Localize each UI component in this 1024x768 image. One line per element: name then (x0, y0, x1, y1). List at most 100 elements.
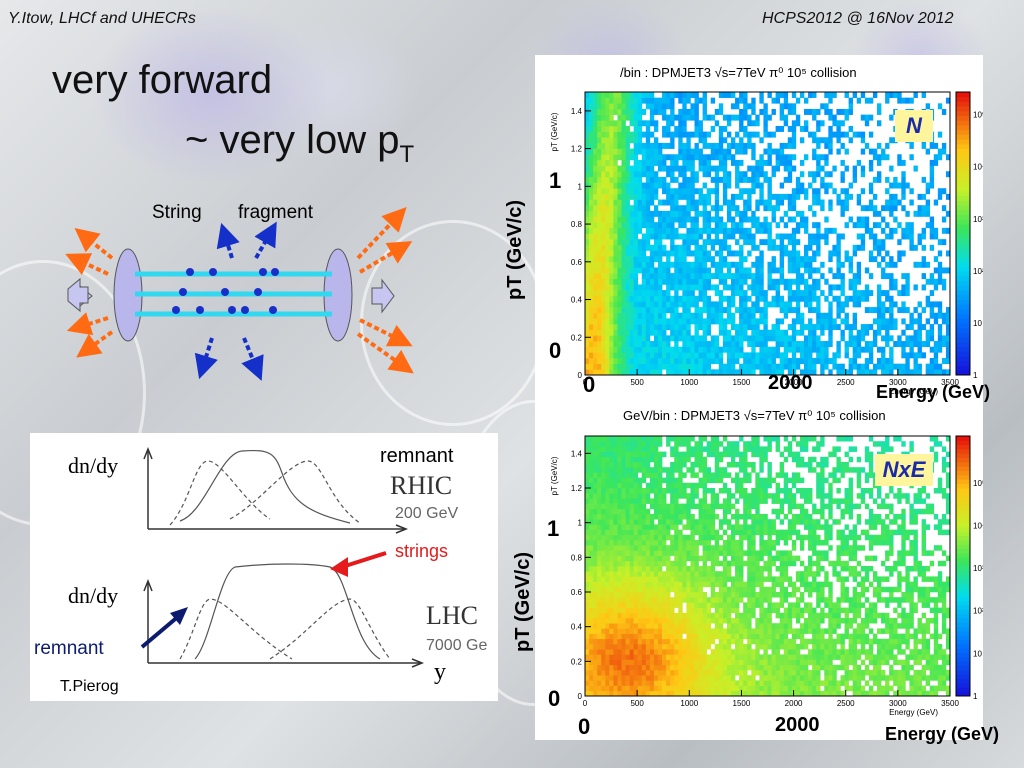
heatmap-cell (641, 284, 647, 291)
heatmap-cell (597, 165, 602, 172)
heatmap-cell (836, 307, 841, 314)
heatmap-cell (649, 188, 655, 195)
heatmap-cell (674, 341, 679, 347)
heatmap-cell (601, 592, 606, 598)
heatmap-cell (609, 131, 614, 138)
heatmap-cell (601, 545, 606, 551)
heatmap-cell (743, 503, 748, 510)
heatmap-cell (674, 301, 679, 308)
heatmap-cell (662, 210, 667, 217)
heatmap-cell (605, 346, 610, 353)
heatmap-cell (767, 278, 772, 285)
heatmap-cell (937, 278, 943, 285)
heatmap-cell (848, 103, 853, 110)
colorbar-step (956, 252, 970, 258)
heatmap-cell (662, 131, 667, 138)
heatmap-cell (722, 335, 728, 342)
heatmap-cell (735, 586, 740, 593)
heatmap-cell (658, 529, 663, 536)
heatmap-cell (625, 633, 630, 640)
heatmap-cell (585, 142, 590, 149)
heatmap-cell (686, 649, 691, 655)
heatmap-cell (718, 664, 724, 671)
colorbar-step (956, 110, 970, 116)
heatmap-cell (686, 301, 691, 308)
heatmap-cell (941, 318, 947, 325)
heatmap-cell (775, 267, 780, 274)
heatmap-cell (804, 284, 809, 291)
heatmap-cell (767, 301, 772, 308)
heatmap-cell (621, 108, 626, 115)
heatmap-cell (629, 233, 634, 240)
heatmap-cell (593, 503, 598, 510)
heatmap-cell (589, 633, 594, 640)
heatmap-cell (783, 284, 789, 291)
heatmap-cell (808, 267, 813, 274)
heatmap-cell (649, 436, 655, 442)
heatmap-cell (585, 324, 590, 331)
heatmap-cell (613, 363, 618, 370)
heatmap-cell (848, 341, 853, 347)
heatmap-cell (856, 159, 862, 166)
heatmap-cell (621, 154, 626, 161)
heatmap-cell (901, 318, 906, 325)
heatmap-cell (649, 182, 655, 189)
heatmap-cell (690, 233, 695, 240)
heatmap-cell (621, 137, 626, 144)
x-tick-label: 3000 (889, 378, 907, 387)
heatmap-cell (589, 358, 594, 364)
heatmap-cell (670, 114, 675, 121)
heatmap-cell (690, 341, 695, 347)
heatmap-cell (682, 670, 687, 676)
heatmap-cell (589, 540, 594, 546)
heatmap-cell (589, 205, 594, 212)
heatmap-cell (718, 451, 724, 458)
heatmap-cell (625, 148, 630, 155)
heatmap-cell (613, 659, 618, 666)
heatmap-cell (609, 103, 614, 110)
heatmap-cell (589, 324, 594, 331)
heatmap-cell (787, 267, 793, 274)
heatmap-cell (593, 137, 598, 144)
heatmap-cell (791, 329, 797, 336)
heatmap-cell (637, 545, 643, 551)
heatmap-cell (735, 131, 740, 138)
heatmap-cell (698, 498, 703, 504)
heatmap-cell (795, 273, 801, 280)
heatmap-cell (751, 649, 756, 655)
heatmap-cell (589, 352, 594, 359)
heatmap-cell (670, 540, 675, 546)
heatmap-cell (824, 312, 829, 319)
heatmap-cell (585, 154, 590, 161)
heatmap-cell (593, 618, 598, 624)
heatmap-cell (735, 358, 740, 364)
heatmap-cell (629, 312, 634, 319)
heatmap-cell (941, 216, 947, 223)
heatmap-cell (613, 335, 618, 342)
heatmap-cell (722, 436, 728, 442)
heatmap-cell (633, 534, 639, 541)
heatmap-cell (670, 638, 675, 645)
heatmap-cell (629, 644, 634, 650)
heatmap-cell (649, 171, 655, 178)
heatmap-cell (739, 586, 744, 593)
heatmap-cell (633, 685, 639, 692)
heatmap-cell (609, 329, 614, 336)
heatmap-cell (824, 352, 829, 359)
heatmap-cell (609, 256, 614, 263)
heatmap-cell (726, 508, 732, 515)
heatmap-cell (726, 519, 732, 525)
heatmap-cell (929, 142, 935, 149)
heatmap-cell (682, 108, 687, 115)
heatmap-cell (694, 307, 699, 314)
heatmap-cell (868, 358, 874, 364)
heatmap-cell (625, 227, 630, 234)
heatmap-cell (629, 690, 634, 697)
heatmap-cell (641, 664, 647, 671)
heatmap-cell (812, 341, 817, 347)
heatmap-cell (702, 607, 707, 614)
heatmap-cell (747, 659, 752, 666)
heatmap-cell (864, 346, 870, 353)
heatmap-cell (722, 467, 728, 473)
heatmap-cell (718, 301, 724, 308)
